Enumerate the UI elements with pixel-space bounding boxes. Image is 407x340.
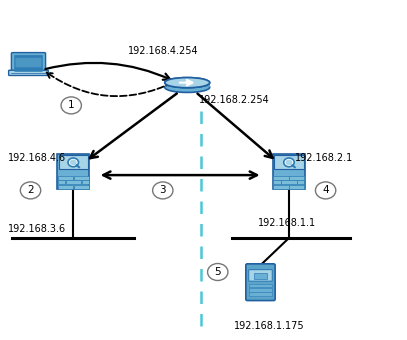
FancyBboxPatch shape (57, 154, 89, 189)
Polygon shape (165, 83, 210, 87)
FancyBboxPatch shape (249, 284, 272, 287)
FancyBboxPatch shape (58, 185, 73, 188)
Circle shape (185, 81, 190, 85)
FancyBboxPatch shape (254, 273, 267, 279)
FancyBboxPatch shape (274, 155, 304, 169)
FancyBboxPatch shape (304, 176, 305, 180)
Text: 192.168.1.1: 192.168.1.1 (258, 218, 317, 228)
FancyBboxPatch shape (289, 185, 304, 188)
FancyBboxPatch shape (9, 70, 48, 75)
FancyBboxPatch shape (59, 155, 88, 169)
FancyBboxPatch shape (66, 180, 81, 184)
Text: 192.168.2.1: 192.168.2.1 (295, 153, 353, 163)
Circle shape (68, 158, 79, 167)
FancyBboxPatch shape (58, 180, 65, 184)
FancyBboxPatch shape (74, 176, 89, 180)
FancyBboxPatch shape (15, 55, 42, 71)
FancyBboxPatch shape (246, 264, 275, 301)
FancyBboxPatch shape (298, 180, 304, 184)
FancyBboxPatch shape (74, 185, 89, 188)
Circle shape (61, 97, 81, 114)
Circle shape (20, 182, 41, 199)
FancyBboxPatch shape (281, 180, 297, 184)
FancyBboxPatch shape (273, 154, 305, 189)
Circle shape (208, 264, 228, 280)
FancyBboxPatch shape (289, 176, 304, 180)
FancyBboxPatch shape (274, 176, 289, 180)
Text: 192.168.1.175: 192.168.1.175 (234, 321, 305, 332)
Text: 4: 4 (322, 185, 329, 195)
Ellipse shape (165, 78, 210, 88)
FancyBboxPatch shape (58, 176, 73, 180)
Text: 192.168.4.6: 192.168.4.6 (8, 153, 66, 163)
Text: 192.168.3.6: 192.168.3.6 (8, 224, 66, 235)
Text: 192.168.2.254: 192.168.2.254 (199, 95, 270, 105)
FancyBboxPatch shape (304, 185, 305, 188)
FancyBboxPatch shape (15, 58, 42, 67)
Circle shape (286, 159, 292, 165)
Ellipse shape (165, 82, 210, 92)
Text: 192.168.4.254: 192.168.4.254 (128, 46, 199, 56)
Text: 2: 2 (27, 185, 34, 195)
FancyBboxPatch shape (11, 53, 46, 74)
FancyBboxPatch shape (249, 270, 272, 281)
Text: 1: 1 (68, 100, 74, 110)
FancyBboxPatch shape (249, 292, 272, 296)
FancyBboxPatch shape (274, 185, 289, 188)
Circle shape (315, 182, 336, 199)
Circle shape (284, 158, 294, 167)
FancyBboxPatch shape (249, 288, 272, 292)
Ellipse shape (165, 78, 210, 88)
FancyBboxPatch shape (82, 180, 89, 184)
Circle shape (70, 159, 77, 165)
FancyBboxPatch shape (274, 180, 280, 184)
Text: 5: 5 (214, 267, 221, 277)
Circle shape (153, 182, 173, 199)
Text: 3: 3 (160, 185, 166, 195)
